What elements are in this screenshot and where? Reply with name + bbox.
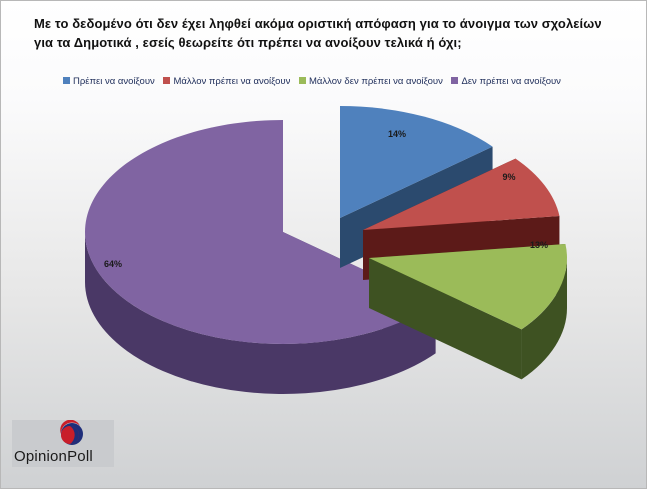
legend-item-2: Μάλλον πρέπει να ανοίξουν — [163, 76, 290, 87]
data-label-4: 64% — [104, 259, 122, 269]
title-line-2: για τα Δημοτικά , εσείς θεωρείτε ότι πρέ… — [34, 35, 462, 50]
logo-text: OpinionPoll — [14, 448, 93, 465]
legend-swatch-2 — [163, 77, 171, 84]
legend-label-3: Μάλλον δεν πρέπει να ανοίξουν — [309, 76, 443, 87]
legend-label-1: Πρέπει να ανοίξουν — [73, 76, 155, 87]
data-label-2: 9% — [502, 172, 515, 182]
title-line-1: Με το δεδομένο ότι δεν έχει ληφθεί ακόμα… — [34, 16, 602, 31]
chart-title: Με το δεδομένο ότι δεν έχει ληφθεί ακόμα… — [34, 14, 634, 52]
opinionpoll-logo: OpinionPoll — [12, 420, 114, 467]
chart-legend: Πρέπει να ανοίξουν Μάλλον πρέπει να ανοί… — [63, 76, 567, 90]
legend-swatch-4 — [451, 77, 459, 84]
legend-label-2: Μάλλον πρέπει να ανοίξουν — [173, 76, 291, 87]
logo-mark-icon — [60, 420, 83, 445]
data-label-1: 14% — [388, 129, 406, 139]
legend-item-3: Μάλλον δεν πρέπει να ανοίξουν — [299, 76, 443, 87]
legend-item-4: Δεν πρέπει να ανοίξουν — [451, 76, 561, 87]
pie-slice-3 — [369, 243, 567, 380]
pie-slice-4 — [84, 120, 436, 395]
legend-label-4: Δεν πρέπει να ανοίξουν — [461, 76, 561, 87]
legend-swatch-1 — [63, 77, 70, 84]
legend-item-1: Πρέπει να ανοίξουν — [63, 76, 155, 87]
data-label-3: 13% — [530, 240, 548, 250]
legend-swatch-3 — [299, 77, 306, 84]
